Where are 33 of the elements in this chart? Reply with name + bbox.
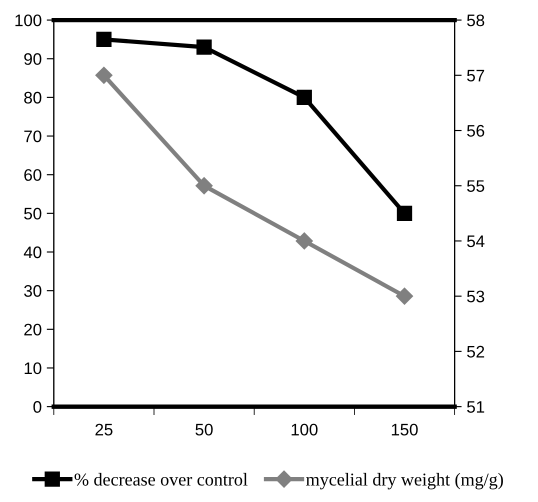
y2-tick-label: 58	[467, 14, 484, 26]
y-tick-label: 30	[24, 285, 42, 297]
point	[296, 232, 313, 250]
point	[196, 177, 213, 194]
y2-tick-label: 55	[467, 180, 484, 192]
y-tick-label: 20	[24, 324, 42, 336]
y-tick-label: 50	[24, 208, 42, 220]
y-tick-label: 40	[24, 246, 42, 258]
y-tick-label: 70	[24, 130, 42, 142]
point	[196, 40, 212, 55]
point	[396, 206, 412, 221]
y2-tick-label: 57	[467, 70, 484, 82]
x-tick-label: 50	[196, 424, 213, 436]
point	[96, 32, 112, 48]
point	[296, 90, 312, 106]
y-tick-label: 90	[24, 53, 42, 65]
y2-tick-label: 53	[467, 290, 484, 302]
x-tick-label: 100	[292, 424, 318, 436]
point	[95, 66, 112, 84]
point	[396, 288, 414, 305]
legend-label: % decrease over control	[74, 472, 248, 486]
y-tick-label: 60	[24, 169, 42, 181]
y2-tick-label: 54	[467, 236, 484, 248]
x-tick-label: 25	[95, 424, 112, 436]
y2-tick-label: 52	[467, 346, 484, 358]
legend-label: mycelial dry weight (mg/g)	[306, 472, 503, 490]
y-tick-label: 100	[15, 14, 42, 26]
y-tick-label: 10	[24, 362, 42, 374]
y-tick-label: 80	[24, 92, 42, 104]
y2-tick-label: 56	[467, 124, 484, 137]
y-tick-label: 0	[33, 401, 42, 413]
x-tick-label: 150	[392, 424, 418, 436]
y2-tick-label: 51	[467, 401, 484, 413]
